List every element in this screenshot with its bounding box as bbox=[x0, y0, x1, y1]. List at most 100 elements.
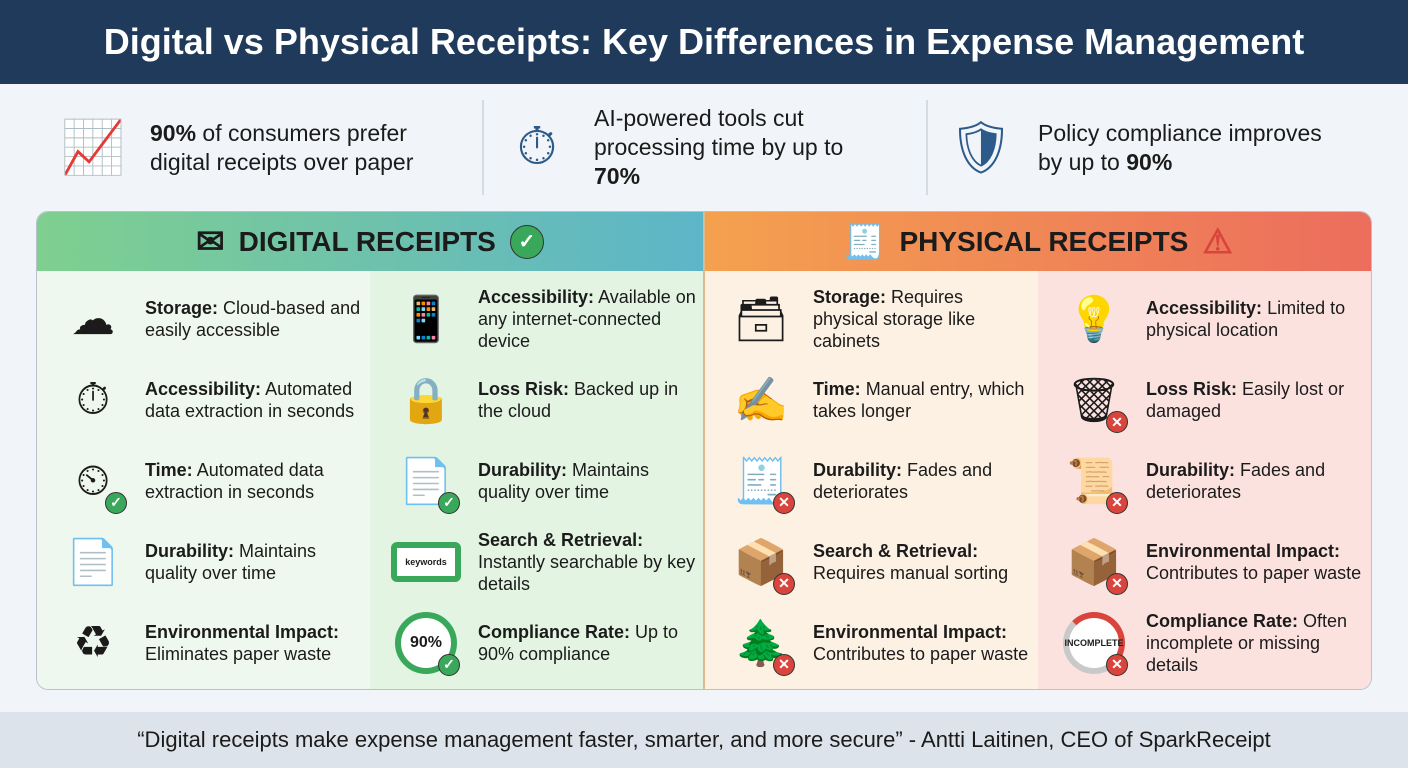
list-item: ⏱ Accessibility: Automated data extractio… bbox=[57, 367, 364, 433]
stat-item: ⏱ AI-powered tools cut processing time by… bbox=[482, 100, 926, 195]
person-box-icon: 📦 ✕ bbox=[725, 529, 797, 595]
item-description: Up to 90% compliance bbox=[478, 621, 679, 664]
item-text: Durability: Fades and deteriorates bbox=[1146, 459, 1365, 503]
item-label: Time: bbox=[813, 379, 861, 400]
stat-item: 🛡 Policy compliance improves by up to 90% bbox=[926, 100, 1370, 195]
item-description: Contributes to paper waste bbox=[1146, 562, 1362, 583]
digital-header: ✉ DIGITAL RECEIPTS ✓ bbox=[37, 212, 703, 271]
list-item: 📄 Durability: Maintains quality over time bbox=[57, 529, 364, 595]
list-item: 📜 ✕ Durability: Fades and deteriorates bbox=[1058, 448, 1365, 514]
incomplete-ring-icon: INCOMPLETE ✕ bbox=[1058, 610, 1130, 676]
page-title: Digital vs Physical Receipts: Key Differ… bbox=[0, 0, 1408, 84]
item-text: Time: Automated data extraction in secon… bbox=[145, 459, 364, 503]
item-description: Eliminates paper waste bbox=[145, 643, 332, 664]
item-text: Search & Retrieval: Requires manual sort… bbox=[813, 540, 1032, 584]
list-item: INCOMPLETE ✕ Compliance Rate: Often incomp… bbox=[1058, 610, 1365, 676]
recycle-leaf-icon: ♻ bbox=[73, 618, 113, 668]
list-item: 💡 Accessibility: Limited to physical loca… bbox=[1058, 286, 1365, 352]
progress-ring-icon: 90% ✓ bbox=[390, 610, 462, 676]
warning-triangle-icon: ⚠ bbox=[1202, 222, 1233, 261]
item-label: Compliance Rate: bbox=[1146, 610, 1299, 631]
damaged-paper-icon: 📜 ✕ bbox=[1058, 448, 1130, 514]
item-label: Durability: bbox=[145, 540, 235, 561]
item-text: Environmental Impact: Contributes to pap… bbox=[1146, 540, 1365, 584]
item-description: Fades and deteriorates bbox=[813, 459, 993, 502]
item-description: Automated data extraction in seconds bbox=[145, 379, 355, 422]
item-label: Loss Risk: bbox=[1146, 379, 1238, 400]
check-badge-icon: ✓ bbox=[438, 491, 460, 514]
stopwatch-lightning-icon: ⏱ bbox=[516, 118, 558, 176]
email-receipt-icon: ✉ bbox=[196, 222, 225, 261]
item-label: Environmental Impact: bbox=[145, 621, 340, 642]
item-label: Storage: bbox=[813, 287, 887, 308]
item-text: Storage: Cloud-based and easily accessib… bbox=[145, 297, 364, 341]
list-item: keywords Search & Retrieval: Instantly se… bbox=[390, 529, 697, 595]
item-text: Loss Risk: Easily lost or damaged bbox=[1146, 378, 1365, 422]
list-item: 🌲 ✕ Environmental Impact: Contributes to p… bbox=[725, 610, 1032, 676]
item-description: Easily lost or damaged bbox=[1146, 379, 1345, 422]
item-label: Search & Retrieval: bbox=[478, 529, 644, 550]
list-item: 🗃 Storage: Requires physical storage like… bbox=[725, 286, 1032, 352]
item-description: Requires manual sorting bbox=[813, 562, 1009, 583]
item-label: Environmental Impact: bbox=[813, 621, 1008, 642]
item-label: Search & Retrieval: bbox=[813, 540, 979, 561]
item-description: Requires physical storage like cabinets bbox=[813, 287, 976, 352]
x-badge-icon: ✕ bbox=[773, 491, 795, 514]
item-text: Accessibility: Available on any internet… bbox=[478, 286, 697, 352]
trash-can-icon: 🗑 ✕ bbox=[1058, 367, 1130, 434]
digital-column: ☁ Storage: Cloud-based and easily accessi… bbox=[37, 271, 370, 689]
item-text: Durability: Fades and deteriorates bbox=[813, 459, 1032, 503]
stat-text: Policy compliance improves by up to 90% bbox=[1038, 119, 1322, 175]
item-text: Storage: Requires physical storage like … bbox=[813, 286, 1032, 352]
comparison-panel: ✉ DIGITAL RECEIPTS ✓ ☁ Storage: Cloud-bas… bbox=[36, 211, 1372, 690]
check-circle-icon: ✓ bbox=[509, 224, 544, 259]
list-item: 90% ✓ Compliance Rate: Up to 90% complianc… bbox=[390, 610, 697, 676]
item-text: Time: Manual entry, which takes longer bbox=[813, 378, 1032, 422]
x-badge-icon: ✕ bbox=[1106, 572, 1128, 595]
stat-text: 90% of consumers prefer digital receipts… bbox=[150, 119, 414, 175]
item-description: Maintains quality over time bbox=[478, 459, 650, 502]
item-text: Accessibility: Limited to physical locat… bbox=[1146, 297, 1365, 341]
physical-section: 🧾 PHYSICAL RECEIPTS ⚠ 🗃 Storage: Requires… bbox=[703, 212, 1371, 689]
list-item: 🧾 ✕ Durability: Fades and deteriorates bbox=[725, 448, 1032, 514]
item-description: Fades and deteriorates bbox=[1146, 459, 1326, 502]
list-item: 📄 ✓ Durability: Maintains quality over tim… bbox=[390, 448, 697, 514]
item-description: Available on any internet-connected devi… bbox=[478, 287, 696, 352]
item-description: Maintains quality over time bbox=[145, 540, 317, 583]
file-box-icon: 🗃 bbox=[733, 295, 789, 345]
check-badge-icon: ✓ bbox=[105, 491, 127, 514]
item-description: Often incomplete or missing details bbox=[1146, 610, 1348, 675]
list-item: ☁ Storage: Cloud-based and easily accessi… bbox=[57, 286, 364, 352]
timer-check-icon: ⏲ ✓ bbox=[57, 448, 129, 514]
x-badge-icon: ✕ bbox=[1106, 491, 1128, 514]
item-description: Manual entry, which takes longer bbox=[813, 379, 1025, 422]
list-item: 🗑 ✕ Loss Risk: Easily lost or damaged bbox=[1058, 367, 1365, 434]
list-item: ✍ Time: Manual entry, which takes longer bbox=[725, 367, 1032, 433]
item-label: Durability: bbox=[1146, 459, 1236, 480]
item-label: Accessibility: bbox=[145, 379, 262, 400]
digital-column: 📱 Accessibility: Available on any interne… bbox=[370, 271, 703, 689]
check-badge-icon: ✓ bbox=[438, 653, 460, 676]
item-description: Limited to physical location bbox=[1146, 298, 1346, 341]
item-label: Storage: bbox=[145, 298, 219, 319]
trees-paper-icon: 🌲 ✕ bbox=[725, 610, 797, 676]
item-text: Loss Risk: Backed up in the cloud bbox=[478, 378, 697, 422]
digital-section: ✉ DIGITAL RECEIPTS ✓ ☁ Storage: Cloud-bas… bbox=[37, 212, 703, 689]
receipt-warning-icon: 🧾 bbox=[843, 222, 886, 261]
list-item: 📦 ✕ Environmental Impact: Contributes to p… bbox=[1058, 529, 1365, 595]
stat-text: AI-powered tools cut processing time by … bbox=[594, 105, 844, 189]
item-description: Backed up in the cloud bbox=[478, 379, 679, 422]
list-item: 📱 Accessibility: Available on any interne… bbox=[390, 286, 697, 352]
list-item: ⏲ ✓ Time: Automated data extraction in sec… bbox=[57, 448, 364, 514]
item-label: Compliance Rate: bbox=[478, 621, 631, 642]
item-label: Accessibility: bbox=[478, 287, 595, 308]
x-badge-icon: ✕ bbox=[1106, 411, 1128, 434]
quote-footer: “Digital receipts make expense managemen… bbox=[0, 712, 1408, 768]
x-badge-icon: ✕ bbox=[1106, 653, 1128, 676]
item-label: Time: bbox=[145, 459, 193, 480]
item-text: Compliance Rate: Up to 90% compliance bbox=[478, 621, 697, 665]
physical-header: 🧾 PHYSICAL RECEIPTS ⚠ bbox=[705, 212, 1371, 271]
document-check-icon: 📄 ✓ bbox=[390, 448, 462, 514]
paper-receipt-icon: 🧾 ✕ bbox=[725, 448, 797, 514]
item-text: Accessibility: Automated data extraction… bbox=[145, 378, 364, 422]
